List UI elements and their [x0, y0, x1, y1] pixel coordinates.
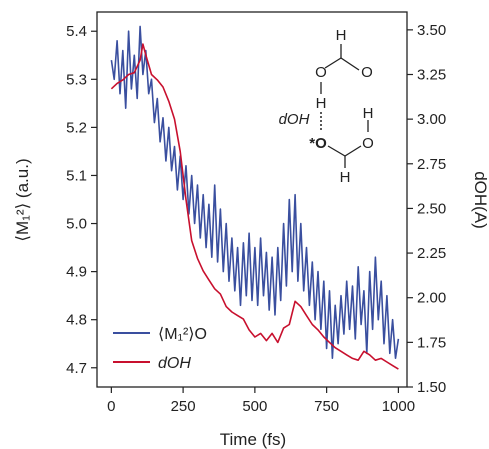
mol-atom-h-top: H	[336, 27, 347, 44]
y-tick-label-right: 2.75	[417, 156, 446, 173]
y-axis-right-title: dOH(A)	[471, 171, 489, 229]
mol-bond	[344, 145, 362, 157]
mol-atom-o-star: *O	[309, 135, 327, 152]
y-axis-left-title: ⟨M₁²⟩ (a.u.)	[13, 158, 32, 241]
y-tick-label-left: 5.0	[66, 216, 87, 233]
x-tick-label: 500	[242, 398, 267, 415]
y-tick-label-right: 2.50	[417, 200, 446, 217]
mol-bond-label: dOH	[279, 111, 310, 128]
series-line-distance	[110, 43, 399, 370]
y-tick-label-left: 5.3	[66, 71, 87, 88]
y-tick-label-left: 4.9	[66, 264, 87, 281]
mol-bond	[340, 57, 360, 71]
tick-layer: 0 250 500 750 1000 4.7 4.8 4.9 5.0 5.1 5.2 5.3 5.4 1.…	[66, 22, 446, 415]
series-layer	[110, 25, 400, 370]
x-tick-label: 0	[107, 398, 115, 415]
y-tick-label-right: 1.75	[417, 334, 446, 351]
y-tick-label-right: 3.00	[417, 111, 446, 128]
y-tick-label-right: 2.25	[417, 245, 446, 262]
legend-label-distance: dOH	[158, 355, 191, 372]
legend-label-moment: ⟨M₁²⟩O	[158, 326, 207, 343]
mol-atom-o-far: O	[362, 135, 374, 152]
y-tick-label-left: 5.4	[66, 23, 87, 40]
y-tick-label-right: 3.25	[417, 67, 446, 84]
mol-atom-o-right: O	[361, 64, 373, 81]
mol-bond	[324, 57, 342, 69]
y-tick-label-left: 4.8	[66, 312, 87, 329]
legend: ⟨M₁²⟩O dOH	[113, 326, 207, 372]
y-tick-label-left: 5.1	[66, 167, 87, 184]
y-tick-label-left: 4.7	[66, 360, 87, 377]
x-tick-label: 750	[314, 398, 339, 415]
x-tick-label: 1000	[382, 398, 415, 415]
plot-frame	[96, 11, 408, 388]
mol-bond	[327, 145, 346, 157]
x-axis-title: Time (fs)	[220, 430, 286, 449]
y-tick-label-right: 1.50	[417, 379, 446, 396]
y-tick-label-left: 5.2	[66, 119, 87, 136]
series-line-moment	[110, 25, 400, 360]
mol-atom-h-bottom: H	[340, 169, 351, 186]
mol-atom-o-left: O	[315, 64, 327, 81]
molecule-inset: H O O H dOH *O H O H	[279, 27, 374, 186]
y-tick-label-right: 3.50	[417, 22, 446, 39]
mol-atom-h-far: H	[363, 105, 374, 122]
y-tick-label-right: 2.00	[417, 290, 446, 307]
mol-atom-h-mid: H	[316, 95, 327, 112]
x-tick-label: 250	[171, 398, 196, 415]
